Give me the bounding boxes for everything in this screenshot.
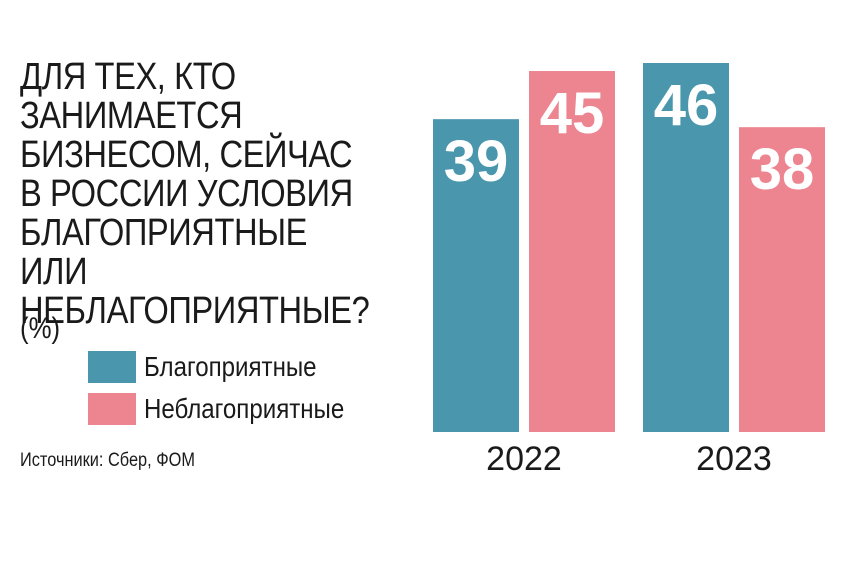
legend-label-favorable: Благоприятные [144, 351, 317, 382]
legend-swatch-favorable [88, 351, 136, 383]
bar-2022-series-1 [529, 71, 615, 433]
legend-label-unfavorable: Неблагоприятные [144, 393, 345, 424]
legend: Благоприятные Неблагоприятные [88, 346, 377, 430]
bar-2023-series-1 [739, 127, 825, 432]
legend-item-unfavorable: Неблагоприятные [88, 388, 377, 430]
category-label-2022: 2022 [486, 440, 562, 478]
source-note: Источники: Сбер, ФОМ [20, 450, 195, 471]
legend-swatch-unfavorable [88, 393, 136, 425]
data-label-2023-series-0: 46 [654, 73, 719, 138]
unit-label: (%) [20, 312, 61, 345]
chart-title: ДЛЯ ТЕХ, КТО ЗАНИМАЕТСЯ БИЗНЕСОМ, СЕЙЧАС… [20, 56, 370, 332]
data-label-2022-series-1: 45 [540, 81, 605, 146]
data-label-2022-series-0: 39 [444, 129, 509, 194]
legend-item-favorable: Благоприятные [88, 346, 377, 388]
bar-2023-series-0 [643, 63, 729, 432]
data-label-2023-series-1: 38 [750, 137, 815, 202]
bar-2022-series-0 [433, 119, 519, 433]
category-label-2023: 2023 [696, 440, 772, 478]
